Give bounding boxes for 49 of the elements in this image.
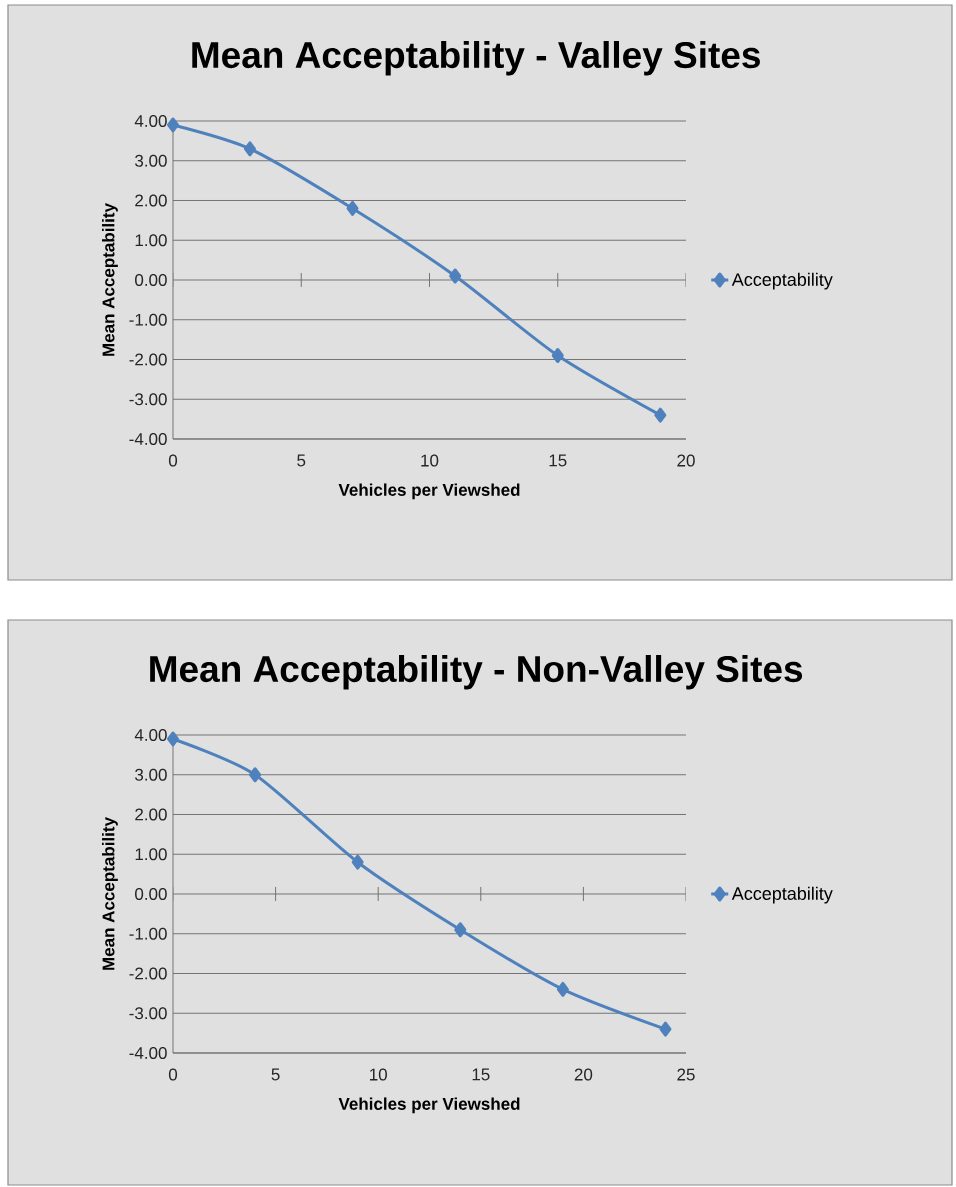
y-tick-label: 4.00 bbox=[134, 728, 167, 742]
x-axis-title: Vehicles per Viewshed bbox=[338, 483, 520, 500]
point bbox=[167, 117, 179, 133]
x-tick-label: 15 bbox=[472, 1068, 490, 1081]
y-tick-label: -4.00 bbox=[129, 432, 167, 446]
y-tick-label: 2.00 bbox=[135, 808, 167, 821]
y-tick-label: -1.00 bbox=[129, 927, 167, 940]
x-tick-label: 10 bbox=[370, 1068, 387, 1081]
x-tick-label: 5 bbox=[297, 454, 306, 467]
y-tick-label: 0.00 bbox=[135, 887, 167, 901]
point bbox=[556, 981, 569, 997]
point bbox=[243, 141, 256, 157]
x-tick-label: 20 bbox=[677, 454, 695, 467]
y-tick-label: -4.00 bbox=[129, 1046, 167, 1060]
point bbox=[659, 1021, 672, 1037]
y-tick-label: -1.00 bbox=[129, 313, 167, 326]
x-tick-label: 25 bbox=[677, 1068, 695, 1081]
legend-label: Acceptability bbox=[731, 886, 833, 904]
y-tick-label: -2.00 bbox=[129, 967, 167, 980]
point bbox=[449, 268, 462, 284]
x-tick-label: 20 bbox=[574, 1068, 593, 1081]
y-tick-label: 4.00 bbox=[134, 114, 167, 128]
y-tick-label: -2.00 bbox=[129, 353, 167, 366]
point bbox=[346, 200, 359, 216]
legend-label: Acceptability bbox=[731, 272, 833, 290]
y-tick-label: 3.00 bbox=[135, 768, 167, 781]
point bbox=[249, 767, 262, 783]
chart-title: Mean Acceptability - Valley Sites bbox=[192, 40, 760, 76]
y-tick-label: 1.00 bbox=[135, 848, 167, 861]
point bbox=[351, 854, 364, 870]
x-tick-label: 15 bbox=[549, 454, 567, 467]
chart-title: Mean Acceptability - Non-Valley Sites bbox=[150, 654, 803, 690]
point bbox=[454, 922, 467, 938]
x-tick-label: 5 bbox=[271, 1068, 280, 1081]
y-tick-label: 0.00 bbox=[135, 273, 167, 287]
y-tick-label: -3.00 bbox=[129, 393, 167, 406]
y-tick-label: 2.00 bbox=[135, 194, 167, 207]
y-axis-title: Mean Acceptability bbox=[102, 817, 118, 970]
x-tick-label: 0 bbox=[168, 1068, 178, 1081]
x-axis-title: Vehicles per Viewshed bbox=[338, 1097, 520, 1114]
y-axis-title: Mean Acceptability bbox=[102, 203, 118, 356]
point bbox=[167, 731, 179, 747]
point bbox=[654, 407, 667, 423]
y-tick-label: 3.00 bbox=[135, 154, 167, 167]
point bbox=[551, 348, 564, 364]
x-tick-label: 0 bbox=[168, 454, 178, 467]
x-tick-label: 10 bbox=[421, 454, 439, 467]
y-tick-label: -3.00 bbox=[129, 1007, 167, 1020]
y-tick-label: 1.00 bbox=[135, 234, 167, 247]
